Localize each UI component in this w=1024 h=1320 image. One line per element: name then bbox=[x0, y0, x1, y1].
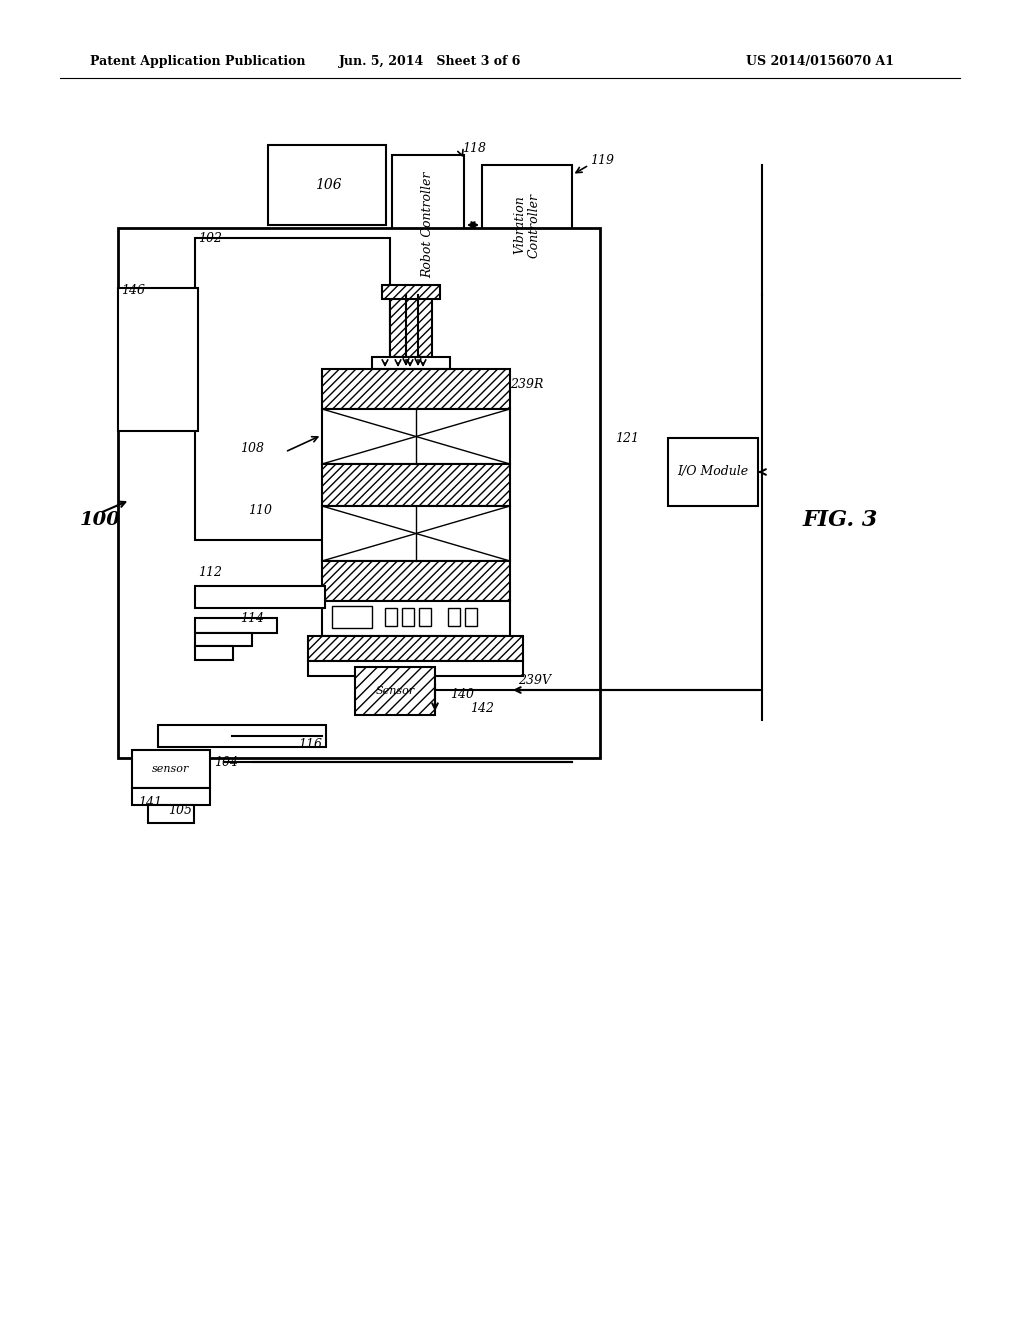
Bar bbox=[308, 636, 523, 661]
Text: 142: 142 bbox=[470, 701, 494, 714]
Text: Jun. 5, 2014   Sheet 3 of 6: Jun. 5, 2014 Sheet 3 of 6 bbox=[339, 55, 521, 69]
Text: sensor: sensor bbox=[153, 764, 189, 774]
Bar bbox=[322, 370, 510, 409]
Bar bbox=[132, 750, 210, 788]
Text: 119: 119 bbox=[590, 153, 614, 166]
Bar bbox=[392, 154, 464, 294]
Text: 118: 118 bbox=[462, 141, 486, 154]
Bar bbox=[322, 465, 510, 506]
Bar bbox=[372, 356, 450, 370]
Bar bbox=[322, 601, 510, 636]
Text: Patent Application Publication: Patent Application Publication bbox=[90, 55, 305, 69]
Text: 140: 140 bbox=[450, 688, 474, 701]
Bar bbox=[465, 609, 477, 626]
Bar bbox=[158, 725, 326, 747]
Text: FIG. 3: FIG. 3 bbox=[803, 510, 878, 531]
Text: 108: 108 bbox=[240, 441, 264, 454]
Bar bbox=[195, 238, 390, 540]
Text: 114: 114 bbox=[240, 611, 264, 624]
Text: 106: 106 bbox=[315, 178, 342, 191]
Text: 239V: 239V bbox=[518, 673, 551, 686]
Bar bbox=[332, 606, 372, 628]
Bar bbox=[132, 788, 210, 805]
Bar bbox=[118, 288, 198, 432]
Bar bbox=[195, 634, 252, 645]
Bar bbox=[322, 409, 510, 465]
Text: Vibration
Controller: Vibration Controller bbox=[513, 193, 541, 257]
Bar bbox=[419, 609, 431, 626]
Text: I/O Module: I/O Module bbox=[678, 466, 749, 479]
Bar bbox=[118, 228, 600, 758]
Text: 105: 105 bbox=[168, 804, 193, 817]
Bar bbox=[402, 609, 414, 626]
Text: 110: 110 bbox=[248, 503, 272, 516]
Text: 141: 141 bbox=[138, 796, 162, 808]
Text: 239R: 239R bbox=[510, 379, 544, 392]
Bar bbox=[482, 165, 572, 285]
Bar bbox=[308, 661, 523, 676]
Bar bbox=[195, 645, 233, 660]
Bar bbox=[668, 438, 758, 506]
Bar bbox=[385, 609, 397, 626]
Text: Sensor: Sensor bbox=[376, 686, 415, 696]
Text: 116: 116 bbox=[298, 738, 322, 751]
Text: 100: 100 bbox=[80, 511, 121, 529]
Bar bbox=[382, 285, 440, 300]
Bar bbox=[148, 805, 194, 822]
Text: 121: 121 bbox=[615, 432, 639, 445]
Bar bbox=[195, 586, 325, 609]
Bar bbox=[449, 609, 460, 626]
Text: US 2014/0156070 A1: US 2014/0156070 A1 bbox=[746, 55, 894, 69]
Bar bbox=[268, 145, 386, 224]
Bar bbox=[322, 506, 510, 561]
Text: Robot Controller: Robot Controller bbox=[422, 172, 434, 279]
Text: 146: 146 bbox=[121, 284, 145, 297]
Bar bbox=[390, 294, 432, 356]
Bar bbox=[195, 618, 278, 634]
Bar bbox=[355, 667, 435, 715]
Text: 112: 112 bbox=[198, 565, 222, 578]
Bar bbox=[322, 561, 510, 601]
Text: 104: 104 bbox=[214, 755, 238, 768]
Text: 102: 102 bbox=[198, 231, 222, 244]
